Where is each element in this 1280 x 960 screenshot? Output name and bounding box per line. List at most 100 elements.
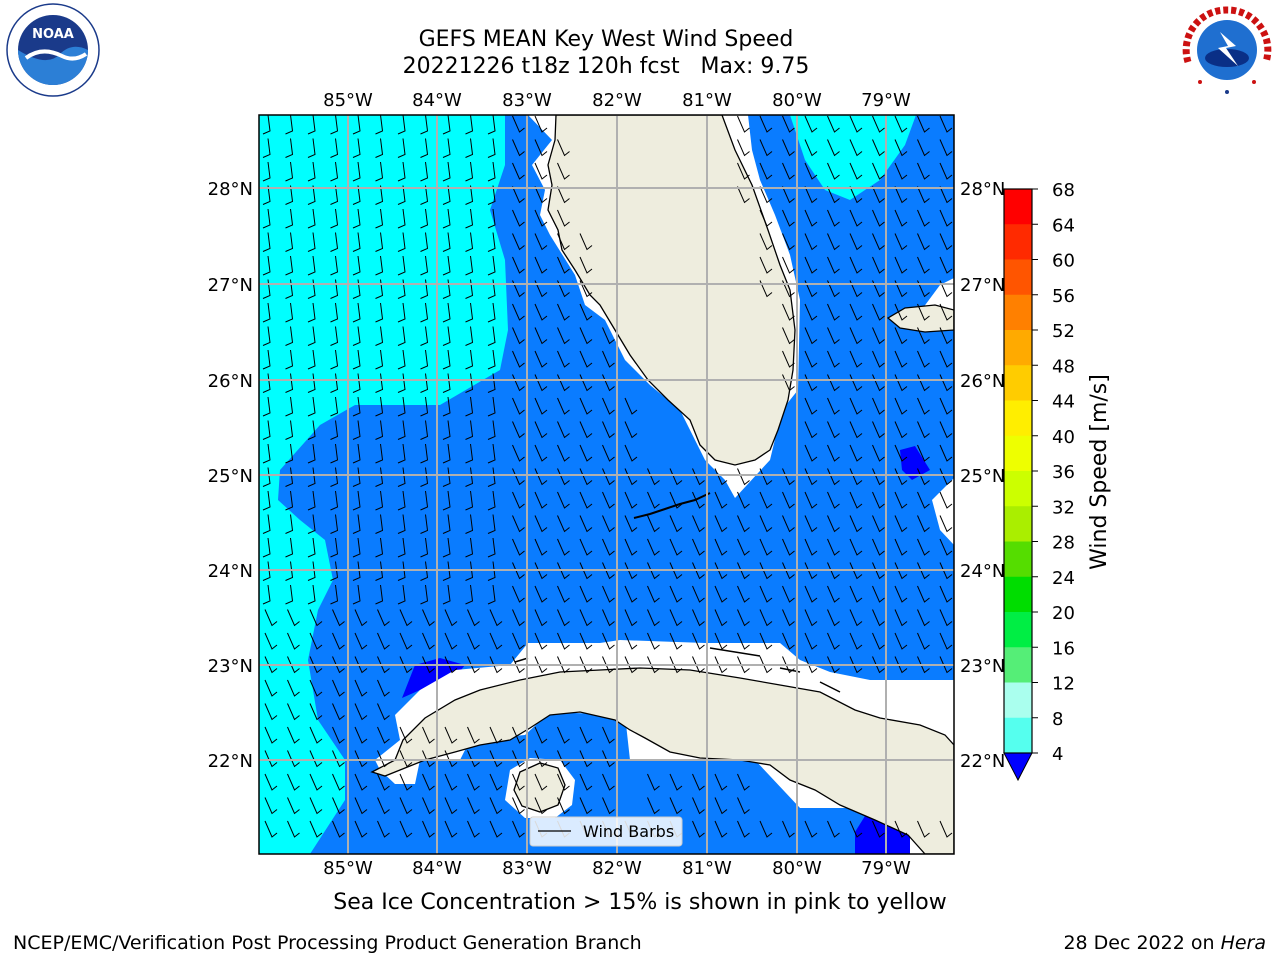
wind-barb bbox=[557, 139, 570, 157]
wind-barb bbox=[285, 396, 294, 417]
wind-barb bbox=[285, 208, 294, 229]
wind-barb bbox=[512, 515, 525, 533]
wind-barb bbox=[624, 538, 638, 556]
wind-barb bbox=[309, 797, 323, 815]
wind-barb bbox=[420, 584, 429, 605]
wind-barb bbox=[872, 468, 885, 486]
wind-barb bbox=[917, 491, 930, 509]
wind-barb bbox=[487, 514, 496, 534]
wind-barb bbox=[557, 233, 570, 251]
wind-barb bbox=[307, 208, 316, 229]
wind-barb bbox=[352, 396, 361, 417]
wind-barb bbox=[534, 350, 548, 368]
wind-barb bbox=[939, 468, 953, 486]
wind-barb bbox=[737, 632, 750, 650]
wind-barb bbox=[579, 350, 593, 368]
wind-barb bbox=[782, 820, 795, 838]
wind-barb bbox=[714, 468, 728, 486]
wind-barb bbox=[377, 656, 390, 674]
wind-barb bbox=[465, 537, 474, 558]
wind-barb bbox=[465, 161, 474, 182]
wind-barb bbox=[669, 538, 683, 556]
wind-barb bbox=[264, 632, 278, 650]
wind-barb bbox=[737, 797, 750, 815]
wind-barb bbox=[377, 820, 390, 838]
wind-barb bbox=[872, 538, 885, 556]
wind-barb bbox=[557, 797, 570, 815]
wind-barb bbox=[849, 303, 863, 321]
wind-barb bbox=[647, 797, 660, 815]
wind-barb bbox=[287, 609, 300, 627]
wind-barb bbox=[309, 820, 323, 838]
wind-barb bbox=[285, 349, 294, 370]
wind-barb bbox=[465, 514, 474, 534]
wind-barb bbox=[849, 280, 863, 298]
wind-barb bbox=[489, 726, 503, 744]
wind-barb bbox=[827, 162, 840, 180]
wind-barb bbox=[442, 420, 451, 440]
wind-barb bbox=[285, 255, 294, 276]
wind-barb bbox=[849, 233, 863, 251]
wind-barb bbox=[534, 444, 548, 462]
wind-barb bbox=[285, 302, 294, 323]
wind-barb bbox=[714, 585, 728, 603]
wind-barb bbox=[352, 161, 361, 182]
wind-barb bbox=[759, 538, 773, 556]
wind-barb bbox=[872, 350, 885, 368]
wind-barb bbox=[849, 468, 863, 486]
wind-barb bbox=[399, 797, 413, 815]
wind-barb bbox=[512, 186, 525, 204]
wind-barb bbox=[714, 797, 728, 815]
wind-barb bbox=[375, 302, 384, 323]
wind-barb bbox=[262, 490, 271, 511]
wind-barb bbox=[872, 256, 885, 274]
wind-barb bbox=[307, 161, 316, 182]
wind-barb bbox=[352, 373, 361, 393]
wind-barb bbox=[397, 208, 406, 229]
wind-barb bbox=[894, 468, 908, 486]
wind-barb bbox=[782, 303, 795, 321]
wind-barb bbox=[332, 820, 345, 838]
wind-barb bbox=[894, 350, 908, 368]
wind-barb bbox=[557, 609, 570, 627]
wind-barb bbox=[442, 396, 451, 417]
cuba-north-cays bbox=[514, 647, 841, 693]
wind-barb bbox=[307, 232, 316, 252]
colorbar-tick-label: 48 bbox=[1052, 356, 1075, 377]
colorbar-tick-label: 4 bbox=[1052, 744, 1063, 765]
wind-barb bbox=[330, 326, 339, 346]
wind-barb bbox=[287, 679, 300, 697]
wind-barb bbox=[759, 562, 773, 580]
lat-label-right: 22°N bbox=[960, 751, 1005, 772]
wind-barb bbox=[939, 609, 953, 627]
wind-barb bbox=[579, 538, 593, 556]
wind-barb bbox=[354, 773, 368, 791]
wind-barb bbox=[444, 609, 458, 627]
wind-barb bbox=[285, 185, 294, 205]
wind-barb bbox=[512, 468, 525, 486]
wind-barb bbox=[352, 537, 361, 558]
wind-barb bbox=[602, 468, 615, 486]
credit-host: Hera bbox=[1220, 932, 1266, 954]
map-subtitle: 20221226 t18z 120h fcst Max: 9.75 bbox=[402, 54, 810, 79]
wind-barb bbox=[827, 562, 840, 580]
wind-barb bbox=[872, 632, 885, 650]
colorbar-tick-label: 40 bbox=[1052, 427, 1075, 448]
wind-barb bbox=[375, 185, 384, 205]
wind-barb bbox=[714, 515, 728, 533]
wind-barb bbox=[489, 656, 503, 674]
wind-barb bbox=[397, 232, 406, 252]
wind-barb bbox=[692, 797, 705, 815]
wind-barb bbox=[422, 726, 435, 744]
wind-barb bbox=[467, 656, 480, 674]
wind-barb bbox=[804, 115, 818, 133]
wind-barb bbox=[939, 444, 953, 462]
wind-barb bbox=[737, 115, 750, 133]
wind-barb bbox=[512, 491, 525, 509]
wind-barb bbox=[872, 139, 885, 157]
wind-barb bbox=[354, 632, 368, 650]
wind-barb bbox=[759, 209, 773, 227]
lat-label-left: 23°N bbox=[208, 656, 253, 677]
wind-barb bbox=[557, 632, 570, 650]
lon-label-top: 81°W bbox=[682, 90, 732, 111]
